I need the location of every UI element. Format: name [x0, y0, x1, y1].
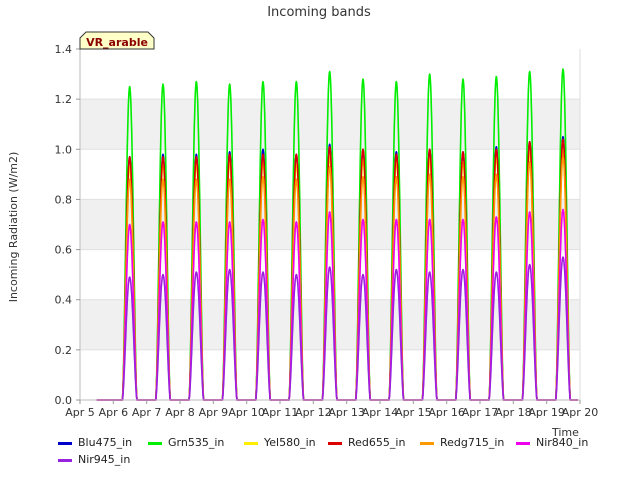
legend-label: Grn535_in — [168, 436, 225, 449]
legend-item-Yel580_in: Yel580_in — [244, 436, 316, 449]
legend: Blu475_in Grn535_in Yel580_in Red655_in Redg… — [0, 432, 640, 480]
y-tick-label: 0.2 — [55, 344, 73, 357]
chart-title: Incoming bands — [267, 5, 371, 20]
x-tick-label: Apr 11 — [262, 406, 299, 419]
y-tick-label: 0.6 — [55, 244, 73, 257]
grid-band — [80, 299, 580, 350]
x-tick-label: Apr 16 — [428, 406, 465, 419]
x-tick-label: Apr 12 — [295, 406, 332, 419]
station-tag-label: VR_arable — [86, 36, 148, 49]
legend-swatch — [148, 441, 162, 445]
y-axis-label: Incoming Radiation (W/m2) — [7, 152, 20, 303]
legend-swatch — [58, 441, 72, 445]
x-tick-label: Apr 15 — [395, 406, 432, 419]
legend-item-Nir840_in: Nir840_in — [516, 436, 588, 449]
x-tick-label: Apr 14 — [362, 406, 399, 419]
legend-label: Yel580_in — [264, 436, 316, 449]
legend-item-Nir945_in: Nir945_in — [58, 453, 130, 466]
x-tick-label: Apr 19 — [528, 406, 565, 419]
legend-label: Blu475_in — [78, 436, 133, 449]
x-tick-label: Apr 6 — [99, 406, 129, 419]
legend-item-Redg715_in: Redg715_in — [420, 436, 504, 449]
legend-label: Nir945_in — [78, 453, 131, 466]
legend-label: Redg715_in — [440, 436, 505, 449]
legend-item-Red655_in: Red655_in — [328, 436, 405, 449]
x-tick-label: Apr 8 — [165, 406, 195, 419]
y-tick-label: 1.4 — [55, 43, 73, 56]
x-tick-label: Apr 10 — [228, 406, 265, 419]
legend-swatch — [328, 441, 342, 445]
x-tick-label: Apr 20 — [562, 406, 599, 419]
legend-swatch — [516, 441, 530, 445]
background-bands — [80, 49, 580, 401]
legend-label: Red655_in — [348, 436, 406, 449]
x-axis-label: Time — [551, 426, 579, 439]
legend-item-Grn535_in: Grn535_in — [148, 436, 224, 449]
legend-swatch — [420, 441, 434, 445]
x-tick-label: Apr 18 — [495, 406, 532, 419]
x-tick-label: Apr 13 — [328, 406, 365, 419]
grid-band — [80, 99, 580, 150]
y-tick-label: 1.0 — [55, 143, 73, 156]
y-tick-label: 1.2 — [55, 93, 73, 106]
legend-item-Blu475_in: Blu475_in — [58, 436, 132, 449]
y-tick-label: 0.8 — [55, 193, 73, 206]
x-tick-label: Apr 7 — [132, 406, 162, 419]
y-tick-label: 0.0 — [55, 394, 73, 407]
grid-band — [80, 199, 580, 250]
legend-label: Nir840_in — [536, 436, 589, 449]
station-tag-box — [79, 31, 155, 50]
y-tick-label: 0.4 — [55, 294, 73, 307]
x-tick-label: Apr 5 — [65, 406, 95, 419]
station-tag: VR_arable — [79, 31, 155, 50]
legend-swatch — [58, 458, 72, 462]
x-tick-label: Apr 17 — [462, 406, 499, 419]
x-tick-label: Apr 9 — [199, 406, 229, 419]
legend-swatch — [244, 441, 258, 445]
